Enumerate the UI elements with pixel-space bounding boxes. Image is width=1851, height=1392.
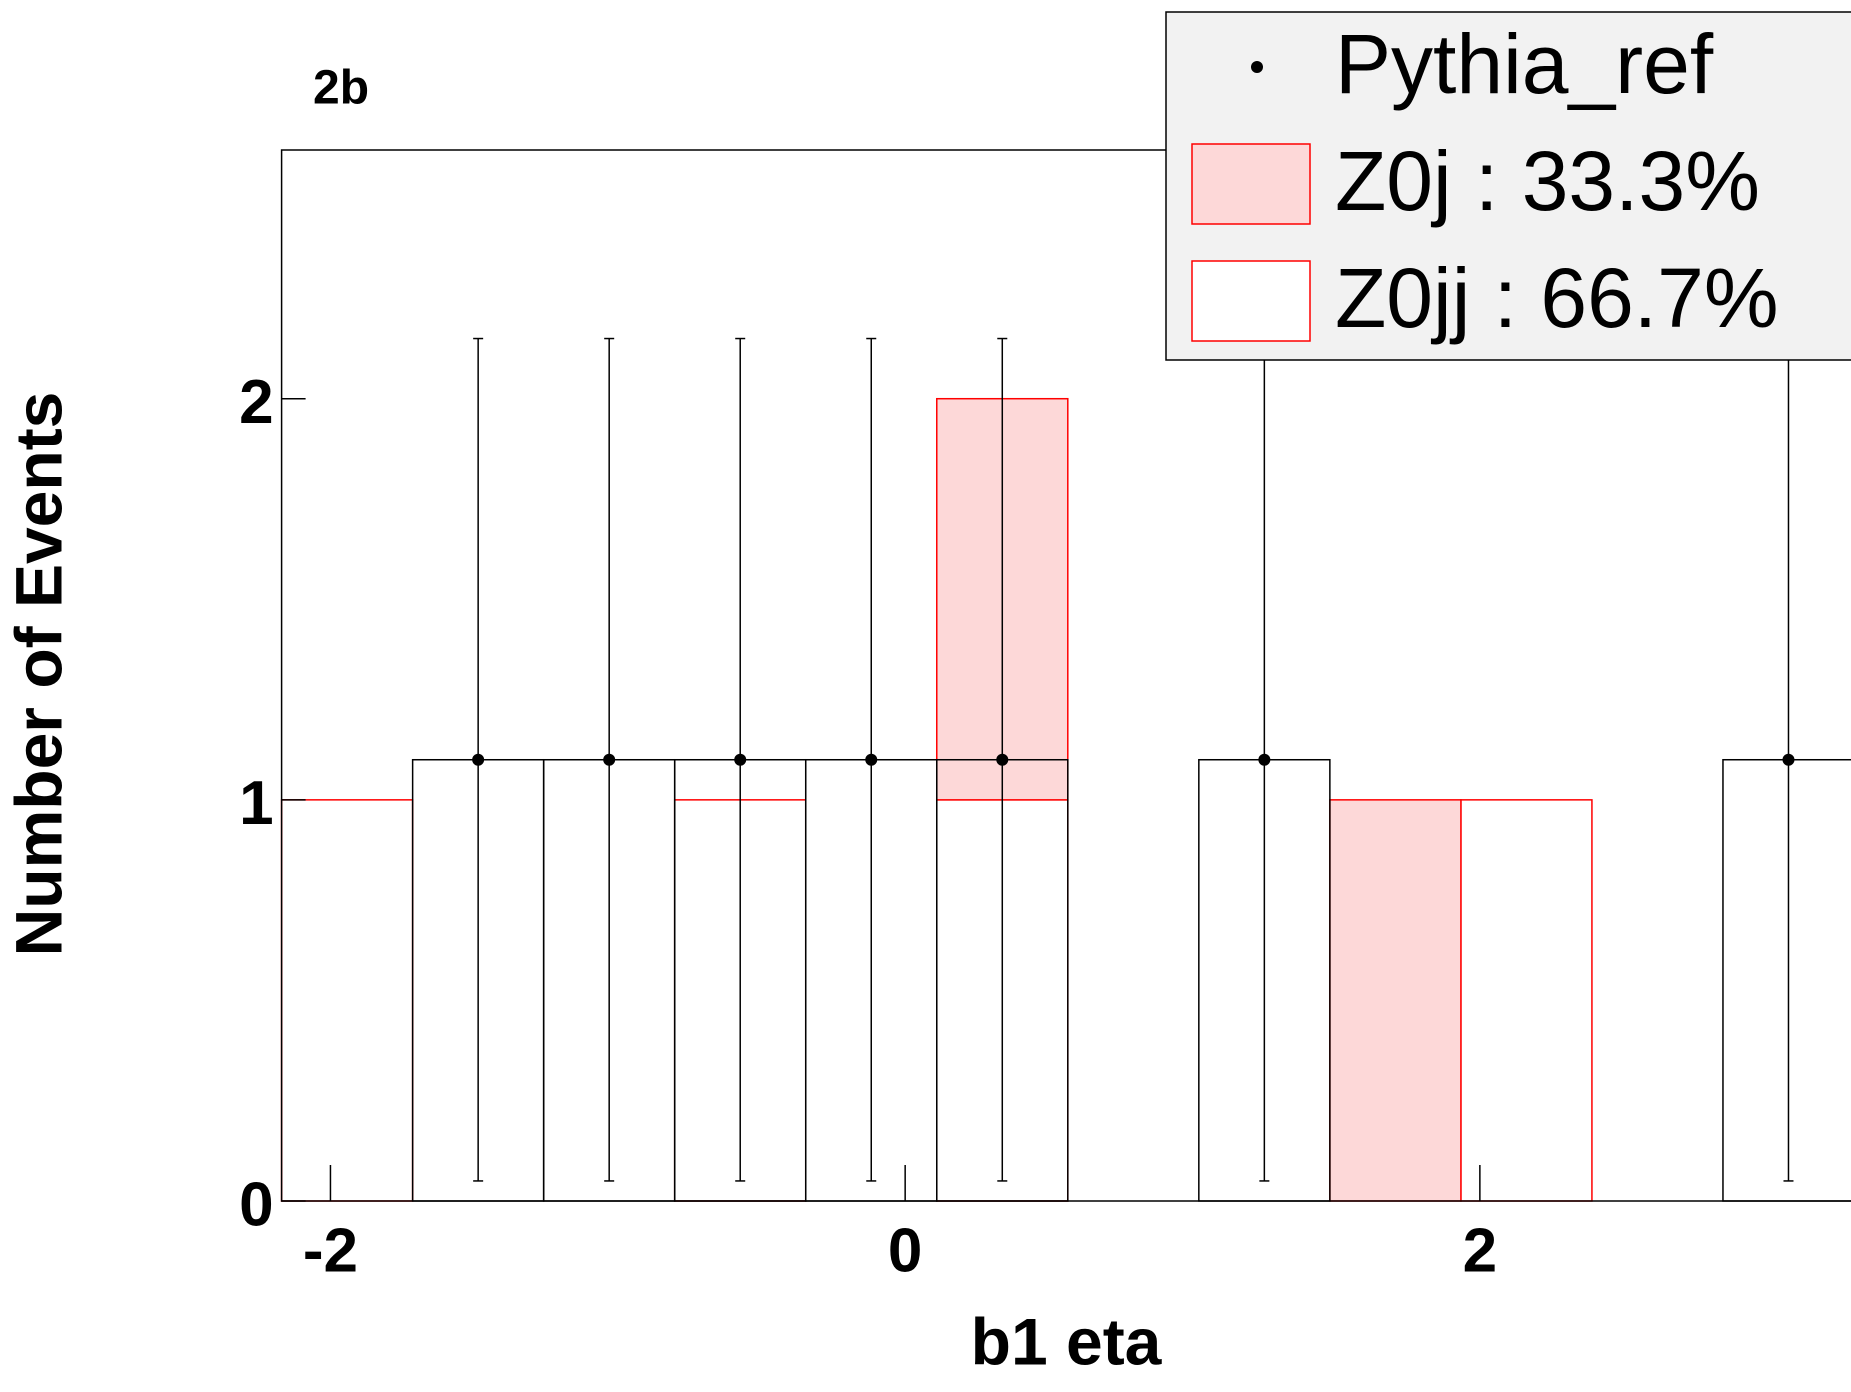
chart-title: 2b [313,62,369,115]
histogram-bar [1329,799,1462,1202]
x-tick-label: 0 [888,1216,922,1285]
plot-frame [280,149,1851,1202]
x-axis-title: b1 eta [971,1304,1163,1378]
legend-swatch [1191,260,1311,342]
x-tick-label: 2 [1463,1216,1497,1285]
y-tick-label: 1 [239,769,273,838]
data-point [1258,753,1271,766]
data-point [996,753,1009,766]
histogram-bar [280,799,414,1202]
data-point [734,753,747,766]
legend: Pythia_ref Z0j : 33.3% Z0jj : 66.7% [1165,11,1851,361]
data-point [1782,753,1795,766]
legend-label: Pythia_ref [1335,17,1714,111]
y-tick-label: 0 [239,1170,273,1239]
data-point [865,753,878,766]
histogram-bar [1460,799,1593,1202]
reference-bar [1722,758,1851,1202]
legend-marker [1251,61,1263,73]
y-tick-label: 2 [239,368,273,437]
legend-label: Z0j : 33.3% [1335,134,1760,228]
data-point [603,753,616,766]
legend-swatch [1191,143,1311,225]
legend-label: Z0jj : 66.7% [1335,251,1779,345]
y-axis-title: Number of Events [1,392,75,957]
data-point [472,753,485,766]
x-tick-label: -2 [303,1216,358,1285]
